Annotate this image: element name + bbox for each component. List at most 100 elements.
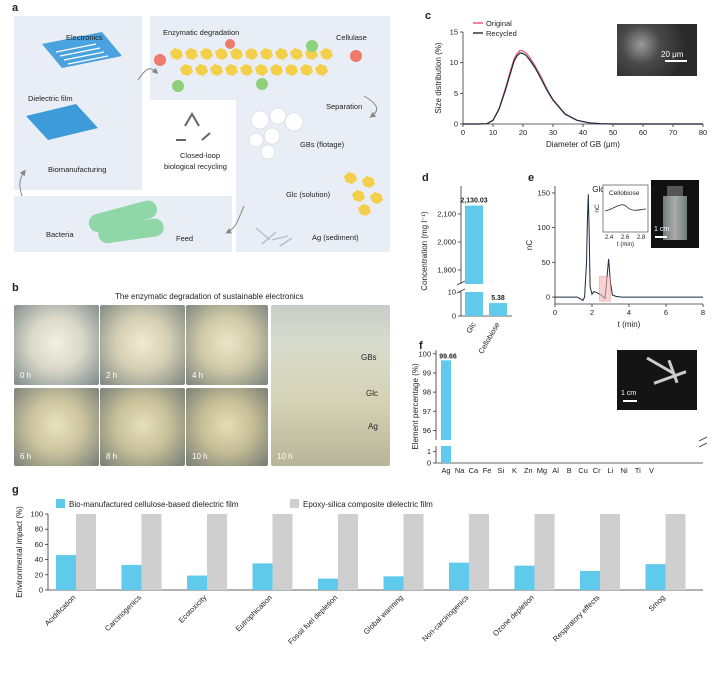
y-tick-label: 99 [423, 368, 431, 377]
cellulase-enzyme [225, 39, 235, 49]
inset-line [604, 204, 647, 212]
panel-label-g: g [12, 484, 19, 496]
y-tick-label: 100 [537, 223, 550, 232]
x-tick-label: Respiratory effects [551, 593, 602, 644]
panel-label-c: c [425, 10, 432, 22]
x-tick-label: Mg [537, 466, 547, 475]
y-tick-label: 10 [448, 288, 456, 297]
electronic-circuit [55, 43, 109, 65]
chart-c: 0 10 20 30 40 50 60 70 80 0 5 10 15 Diameter of GB (μ… [434, 19, 707, 149]
label-separation: Separation [326, 102, 363, 111]
x-tick-label: Fossil fuel depletion [286, 593, 339, 646]
legend-label: Bio-manufactured cellulose-based dielect… [69, 500, 239, 509]
x-tick-label: Smog [647, 593, 667, 613]
x-tick-label: 70 [669, 128, 677, 137]
x-tick-label: Ti [635, 466, 641, 475]
y-axis-label: Size distribution (%) [434, 42, 443, 113]
bar-cellulose [318, 578, 338, 590]
axis-break-mark [698, 436, 708, 442]
bar-epoxy [76, 514, 96, 590]
x-tick-label: Eutrophication [234, 593, 274, 633]
y-tick-label: 96 [423, 426, 431, 435]
photo-8h: 8 h [100, 388, 185, 466]
electronics-chip [42, 32, 122, 68]
photo-2h-label: 2 h [106, 371, 118, 380]
x-axis-label: Diameter of GB (μm) [546, 140, 620, 149]
chart-e: 0 2 4 6 8 0 50 100 150 t (min) nC Glc Cellobiose nC 2.… [525, 184, 705, 329]
panel-label-a: a [12, 2, 19, 14]
y-axis-label: Environmental impact (%) [15, 506, 24, 598]
x-tick-label: 40 [579, 128, 587, 137]
photo-4h: 4 h [186, 305, 268, 385]
inset-x-tick: 2.6 [621, 235, 630, 241]
bar-cellulose [252, 563, 273, 590]
bar-epoxy [665, 514, 686, 590]
x-tick-label: Ecotoxicity [177, 593, 209, 625]
y-tick-label: 97 [423, 407, 431, 416]
chart-d: 1,900 2,000 2,100 0 10 Concentration (mg l⁻¹)… [420, 186, 512, 355]
legend-label: Epoxy-silica composite dielectric film [303, 500, 433, 509]
legend-swatch [56, 499, 65, 508]
x-tick-label: 0 [461, 128, 465, 137]
x-tick-label: 30 [549, 128, 557, 137]
bar-value-label: 99.66 [439, 353, 457, 360]
y-tick-label: 2,100 [437, 210, 456, 219]
beaker-label-ag: Ag [368, 422, 378, 431]
bar-epoxy [469, 514, 489, 590]
y-tick-label: 80 [35, 525, 43, 534]
photo-2h: 2 h [100, 305, 185, 385]
panel-a-graphics [19, 32, 383, 247]
x-tick-label: Ozone depletion [491, 593, 536, 638]
bar-cellulose [514, 565, 535, 590]
gb-spheres [248, 107, 304, 160]
bar-ag [441, 446, 451, 463]
bar-epoxy [403, 514, 424, 590]
y-tick-label: 1,900 [437, 266, 456, 275]
x-tick-label: Acidification [43, 593, 78, 628]
panel-label-f: f [419, 340, 423, 352]
photo-10h: 10 h [186, 388, 268, 466]
scale-bar-f-label: 1 cm [621, 390, 637, 397]
scale-bar-c [665, 60, 687, 62]
y-axis-label: Element percentage (%) [411, 363, 420, 450]
x-tick-label: 60 [639, 128, 647, 137]
scale-bar-e [655, 236, 667, 238]
x-axis-label: t (min) [618, 320, 641, 329]
x-tick-label: Ag [441, 466, 450, 475]
label-dielectric-film: Dielectric film [28, 94, 73, 103]
photo-0h-label: 0 h [20, 371, 32, 380]
inset-title: Cellobiose [609, 190, 640, 197]
x-tick-label: Zn [524, 466, 533, 475]
y-tick-label: 150 [537, 188, 550, 197]
bar-value-label: 2,130.03 [460, 198, 487, 205]
y-axis-label: nC [525, 240, 534, 250]
photo-beaker: 10 h GBs Glc Ag [271, 305, 390, 466]
y-tick-label: 0 [546, 293, 550, 302]
inset-y-label: nC [594, 204, 601, 213]
scale-bar-e-label: 1 cm [654, 226, 670, 233]
legend-label: Recycled [486, 29, 517, 38]
photo-0h: 0 h [14, 305, 99, 385]
y-tick-label: 40 [35, 555, 43, 564]
photo-6h: 6 h [14, 388, 99, 466]
bar-value-label: 5.38 [491, 295, 505, 302]
y-axis-label: Concentration (mg l⁻¹) [420, 211, 429, 291]
x-tick-label: Fe [483, 466, 492, 475]
label-feed: Feed [176, 234, 194, 243]
legend-label: Original [486, 19, 512, 28]
y-tick-label: 0 [452, 312, 456, 321]
highlight-region [599, 275, 611, 302]
glucose-molecules [344, 172, 383, 216]
label-closed-loop: Closed-loop [180, 151, 221, 160]
bar-epoxy [207, 514, 227, 590]
label-biological-recycling: biological recycling [164, 162, 227, 171]
x-tick-label: Non-carcinogenics [420, 593, 470, 643]
x-tick-label: Carcinogenics [103, 593, 143, 633]
bar-cellulose [449, 562, 469, 590]
photo-8h-label: 8 h [106, 452, 118, 461]
label-ag-sediment: Ag (sediment) [312, 233, 359, 242]
cellulose-chain [170, 48, 333, 76]
y-tick-label: 5 [454, 89, 458, 98]
y-tick-label: 15 [450, 28, 458, 37]
bar-epoxy [600, 514, 620, 590]
